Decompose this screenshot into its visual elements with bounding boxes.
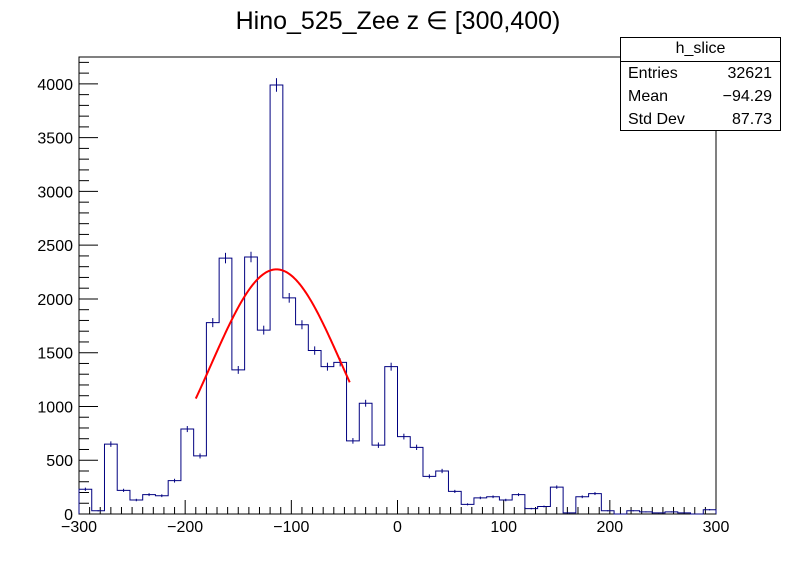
histogram-outline — [78, 84, 717, 515]
x-tick-label: 100 — [490, 519, 517, 536]
stats-value: 87.73 — [731, 111, 772, 128]
gaussian-fit-curve — [194, 268, 351, 400]
x-tick-label: −200 — [167, 519, 203, 536]
y-tick-label: 500 — [46, 453, 73, 470]
stats-title: h_slice — [621, 38, 780, 62]
chart-title: Hino_525_Zee z ∈ [300,400) — [235, 7, 561, 35]
stats-box: h_slice Entries 32621 Mean −94.29 Std De… — [620, 37, 781, 131]
x-tick-label: 0 — [393, 519, 402, 536]
y-tick-label: 0 — [64, 507, 73, 524]
stats-label: Mean — [628, 88, 669, 105]
x-tick-label: −100 — [273, 519, 309, 536]
stats-label: Std Dev — [628, 111, 685, 128]
stats-row-stddev: Std Dev 87.73 — [621, 108, 780, 131]
stats-row-entries: Entries 32621 — [621, 62, 780, 85]
y-tick-label: 3000 — [37, 184, 73, 201]
y-tick-label: 2500 — [37, 238, 73, 255]
y-tick-label: 4000 — [37, 77, 73, 94]
x-tick-label: 300 — [703, 519, 730, 536]
y-tick-label: 1000 — [37, 399, 73, 416]
y-tick-label: 1500 — [37, 346, 73, 363]
y-tick-label: 3500 — [37, 131, 73, 148]
stats-value: 32621 — [727, 65, 773, 82]
stats-row-mean: Mean −94.29 — [621, 85, 780, 108]
x-tick-label: 200 — [596, 519, 623, 536]
y-tick-label: 2000 — [37, 292, 73, 309]
stats-value: −94.29 — [722, 88, 772, 105]
x-tick-label: −300 — [61, 519, 97, 536]
stats-label: Entries — [628, 65, 678, 82]
